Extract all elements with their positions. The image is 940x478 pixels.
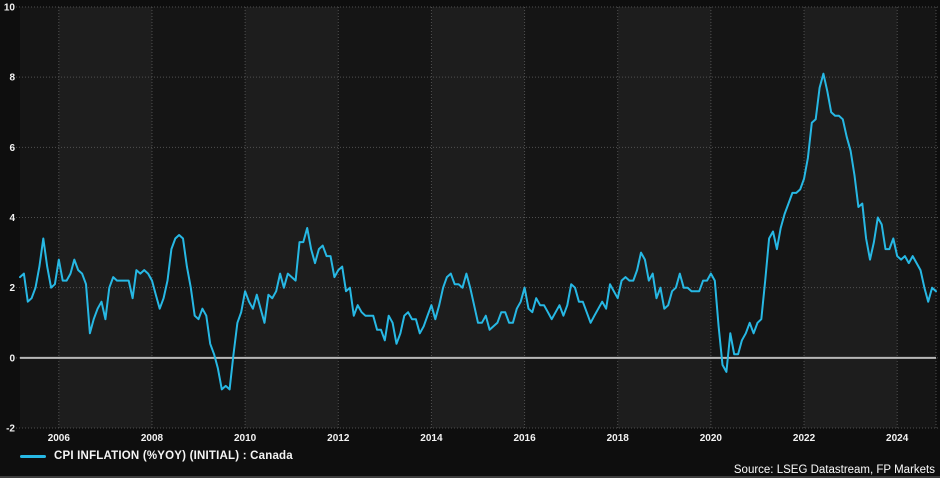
legend-label: CPI INFLATION (%YOY) (INITIAL) : Canada <box>54 450 293 462</box>
x-tick-label: 2010 <box>234 433 257 444</box>
y-tick-label: 2 <box>9 283 15 294</box>
gridlines <box>16 6 940 429</box>
band <box>58 7 152 428</box>
legend: CPI INFLATION (%YOY) (INITIAL) : Canada <box>20 448 293 464</box>
y-tick-label: -2 <box>6 424 15 435</box>
y-axis-labels: -2 0 2 4 6 8 10 <box>4 3 16 435</box>
y-tick-label: 8 <box>9 73 15 84</box>
x-tick-label: 2016 <box>513 433 536 444</box>
y-tick-label: 10 <box>4 3 16 14</box>
x-tick-label: 2024 <box>886 433 909 444</box>
cpi-line-series <box>19 72 937 391</box>
legend-line-swatch <box>20 454 46 458</box>
x-tick-label: 2008 <box>141 433 164 444</box>
x-tick-label: 2018 <box>607 433 630 444</box>
y-tick-label: 4 <box>9 213 15 224</box>
x-axis-labels: 2006 2008 2010 2012 2014 2016 2018 2020 2022 2024 <box>48 433 909 444</box>
x-tick-label: 2006 <box>48 433 71 444</box>
x-tick-label: 2014 <box>420 433 443 444</box>
y-tick-label: 0 <box>9 353 15 364</box>
x-tick-label: 2020 <box>700 433 723 444</box>
x-tick-label: 2012 <box>327 433 350 444</box>
x-tick-label: 2022 <box>793 433 816 444</box>
source-attribution: Source: LSEG Datastream, FP Markets <box>733 464 935 476</box>
y-tick-label: 6 <box>9 143 15 154</box>
bottom-border <box>0 476 940 478</box>
